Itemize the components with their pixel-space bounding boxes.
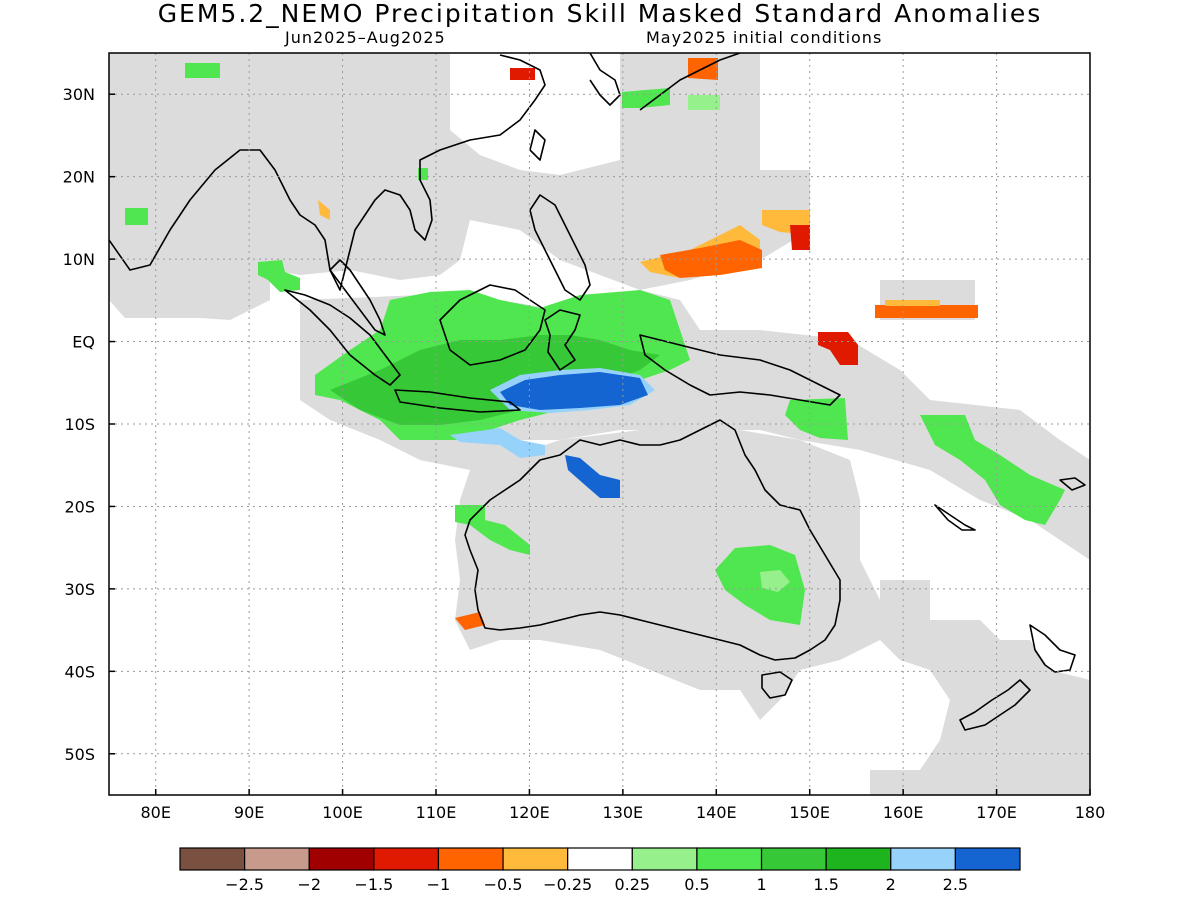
lat-tick-label: 40S [64,662,95,681]
coastline-new-guinea [639,334,841,406]
anomaly-red-guam [790,225,810,250]
anomaly-lightgreen-central-australia [760,570,790,592]
lat-tick-label: 20S [64,497,95,516]
mask-region-tasman [870,580,1090,795]
longitude-labels: 80E 90E 100E 110E 120E 130E 140E 150E 160E 170E 18… [140,789,1105,822]
anomaly-darkgreen-maritime [330,335,660,425]
map-plot-area [109,53,1090,795]
coastline-borneo [439,284,546,366]
colorbar-swatch [437,847,504,871]
colorbar: −2.5 −2 −1.5 −1 −0.5 −0.25 0.25 0.5 1 1.5 2 2.5 [179,847,1021,894]
anomaly-green-vanuatu [920,415,1065,525]
latitude-labels: 30N 20N 10N EQ 10S 20S 30S 40S 50S [63,85,115,764]
lon-tick-label: 80E [140,803,170,822]
colorbar-swatch [179,847,246,871]
anomaly-blue-timor [565,455,620,498]
colorbar-swatch [760,847,827,871]
lat-tick-label: 20N [63,168,95,187]
lat-tick-label: 10S [64,415,95,434]
colorbar-swatch [502,847,569,871]
anomaly-lightgreen-japan [688,95,720,110]
mask-region-east-china-sea [620,53,760,170]
lat-tick-label: EQ [72,333,95,352]
colorbar-swatch [696,847,763,871]
colorbar-label: 1 [756,875,766,894]
coastline-fiji [1059,477,1086,491]
lon-tick-label: 100E [322,803,363,822]
coastline-sulawesi [544,309,581,371]
anomaly-green-india [125,208,148,225]
anomaly-regions [125,58,1065,630]
colorbar-label: 0.5 [684,875,709,894]
coastline-korea [589,53,621,106]
period-subtitle: Jun2025–Aug2025 [285,28,446,47]
colorbar-label: −0.5 [484,875,523,894]
colorbar-swatch [244,847,310,871]
coastline-new-zealand-north [1029,624,1076,673]
coastline-tasmania [761,671,793,699]
colorbar-swatch [954,847,1021,871]
coastline-malay-peninsula [329,259,386,336]
coastline-new-caledonia [934,504,976,531]
anomaly-green-solomon [785,398,848,440]
coastline-japan [639,53,741,111]
colorbar-swatch [308,847,375,871]
lon-tick-label: 110E [416,803,457,822]
anomaly-yellow-malaysia [318,200,330,220]
anomaly-green-sumatra-north [258,260,300,292]
gridlines [109,53,1090,795]
colorbar-label: −1.5 [354,875,393,894]
colorbar-label: 0.25 [614,875,650,894]
anomaly-orange-perth [455,612,485,630]
coastline-new-zealand-south [959,679,1031,731]
anomaly-green-western-australia [455,505,530,555]
coastlines [109,53,1086,731]
colorbar-label: 2 [886,875,896,894]
lon-tick-label: 140E [696,803,737,822]
colorbar-label: −2.5 [225,875,264,894]
coastline-philippines [529,194,591,301]
colorbar-label: −0.25 [543,875,592,894]
coastline-australia [464,419,841,661]
lon-tick-label: 120E [509,803,550,822]
lon-tick-label: 170E [976,803,1017,822]
anomaly-orange-philippine-sea [660,240,762,278]
coastline-taiwan [529,129,546,161]
anomaly-green-central-australia [715,545,805,625]
lon-tick-label: 90E [234,803,264,822]
page-title: GEM5.2_NEMO Precipitation Skill Masked S… [157,0,1043,28]
initial-conditions-subtitle: May2025 initial conditions [646,28,883,47]
coastline-asia-mainland [109,54,546,291]
colorbar-label: −1 [427,875,451,894]
mask-region-asia [109,53,810,320]
coastline-sumatra [284,289,401,386]
anomaly-yellow-marshall [885,300,940,306]
colorbar-swatch [567,847,633,871]
anomaly-red-png [818,332,858,365]
anomaly-darkred-china [510,68,535,80]
anomaly-lightblue-nw-australia [450,428,545,458]
lon-tick-label: 150E [789,803,830,822]
lat-tick-label: 50S [64,745,95,764]
coastline-java [394,389,521,413]
colorbar-swatch [890,847,956,871]
lat-tick-label: 10N [63,250,95,269]
mask-region-australia [455,430,880,720]
lat-tick-label: 30N [63,85,95,104]
anomaly-orange-marshall [875,305,978,318]
colorbar-swatch [631,847,698,871]
lon-tick-label: 130E [603,803,644,822]
anomaly-green-east-china-sea [622,88,670,108]
colorbar-label: −2 [297,875,321,894]
colorbar-swatch [825,847,892,871]
anomaly-green-himalaya [185,63,220,78]
anomaly-blue-banda [500,372,648,410]
lon-tick-label: 180 [1075,803,1106,822]
colorbar-label: 2.5 [943,875,968,894]
lat-tick-label: 30S [64,580,95,599]
colorbar-label: 1.5 [813,875,838,894]
colorbar-swatch [373,847,440,871]
lon-tick-label: 160E [883,803,924,822]
